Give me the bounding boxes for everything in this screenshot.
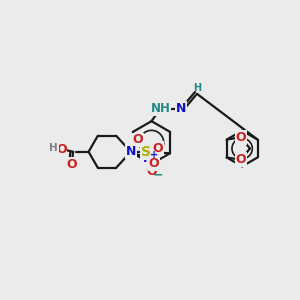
Text: S: S: [141, 145, 151, 159]
Text: O: O: [56, 143, 67, 156]
Text: N: N: [176, 102, 186, 115]
Text: O: O: [132, 134, 142, 146]
Text: O: O: [236, 131, 246, 144]
Text: O: O: [147, 165, 157, 178]
Text: O: O: [236, 153, 246, 166]
Text: O: O: [153, 142, 163, 155]
Text: N: N: [126, 145, 136, 158]
Text: +: +: [150, 150, 158, 160]
Text: N: N: [143, 152, 154, 165]
Text: H: H: [194, 83, 202, 93]
Text: NH: NH: [151, 102, 170, 115]
Text: O: O: [149, 157, 159, 170]
Text: O: O: [66, 158, 77, 171]
Text: H: H: [50, 143, 58, 153]
Text: −: −: [153, 168, 163, 181]
